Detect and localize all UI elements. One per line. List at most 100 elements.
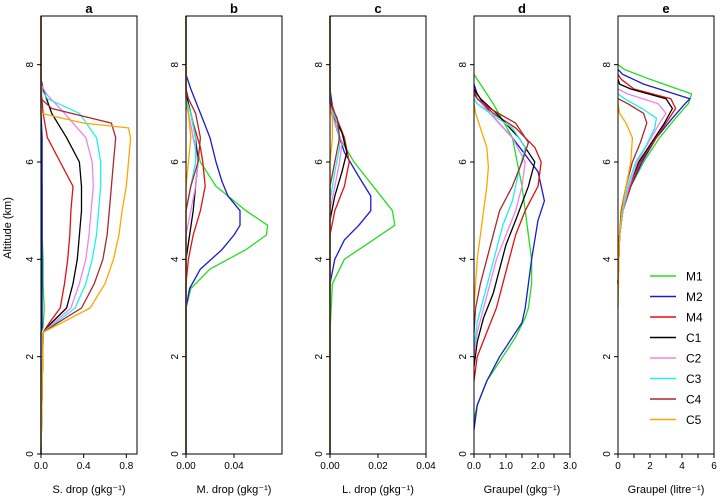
series-line-M2 (329, 16, 372, 454)
y-tick-label: 2 (458, 353, 469, 359)
panel-title: e (662, 1, 669, 16)
series-line-M4 (329, 16, 350, 454)
series-line-M1 (185, 16, 269, 454)
x-tick-label: 3.0 (563, 461, 577, 472)
y-tick-label: 2 (170, 353, 181, 359)
x-axis-label: Graupel (litre⁻¹) (628, 484, 705, 496)
y-tick-label: 6 (314, 159, 325, 165)
series-line-C3 (617, 93, 658, 284)
y-tick-label: 0 (458, 451, 469, 457)
panel-title: b (230, 1, 238, 16)
legend-item-C3: C3 (650, 372, 702, 386)
legend-item-M2: M2 (650, 290, 703, 304)
series-line-C3 (329, 16, 341, 454)
y-tick-label: 4 (314, 256, 325, 262)
y-tick-label: 0 (314, 451, 325, 457)
series-line-C5 (473, 103, 490, 309)
x-tick-label: 0.0 (467, 461, 481, 472)
x-tick-label: 0.00 (320, 461, 340, 472)
y-tick-label: 4 (602, 256, 613, 262)
y-tick-label: 6 (25, 159, 36, 165)
x-tick-label: 0 (615, 461, 621, 472)
plot-frame (329, 15, 427, 455)
series-line-M1 (473, 74, 533, 421)
x-axis-label: L. drop (gkg⁻¹) (342, 484, 414, 496)
y-tick-label: 4 (170, 256, 181, 262)
series-line-M1 (329, 16, 396, 454)
panel-title: c (374, 1, 381, 16)
panel-d: d 0 2 4 6 8 0.0 1.0 2.0 3.0 Graupel (gkg⁻¹) (458, 1, 577, 496)
series-line-C4 (329, 16, 341, 454)
panel-e: e 0 2 4 6 8 0 2 4 6 Graupel (litre⁻¹) (602, 1, 717, 496)
series-line-M2 (185, 16, 241, 454)
x-axis-label: M. drop (gkg⁻¹) (197, 484, 272, 496)
y-tick-label: 2 (314, 353, 325, 359)
series-line-C1 (473, 88, 536, 367)
series-line-C3 (185, 16, 197, 454)
y-axis-label: Altitude (km) (2, 197, 14, 259)
y-tick-label: 6 (602, 159, 613, 165)
y-tick-label: 8 (314, 61, 325, 67)
legend-label: C2 (686, 352, 702, 366)
plot-frame (473, 15, 571, 455)
legend-item-C4: C4 (650, 393, 702, 407)
legend-item-C5: C5 (650, 413, 702, 427)
legend-label: M1 (686, 270, 703, 284)
series-line-C5 (617, 103, 634, 309)
y-tick-label: 8 (458, 61, 469, 67)
y-tick-label: 0 (25, 451, 36, 457)
legend-item-M1: M1 (650, 270, 703, 284)
plot-frame (40, 15, 138, 455)
x-tick-label: 4 (679, 461, 685, 472)
legend-label: C3 (686, 372, 702, 386)
y-tick-label: 6 (458, 159, 469, 165)
series-line-C5 (40, 16, 132, 455)
series-line-M4 (617, 74, 677, 284)
legend-item-C2: C2 (650, 352, 702, 366)
x-tick-label: 0.02 (368, 461, 388, 472)
series-line-M2 (40, 16, 43, 454)
x-tick-label: 1.0 (499, 461, 513, 472)
x-axis-label: S. drop (gkg⁻¹) (52, 484, 125, 496)
legend-label: M2 (686, 290, 703, 304)
x-tick-label: 0.0 (34, 461, 48, 472)
series-line-C1 (40, 16, 83, 455)
x-tick-label: 0.04 (416, 461, 436, 472)
panel-c: c 0 2 4 6 8 0.00 0.02 0.04 L. drop (gkg⁻¹) (314, 1, 436, 496)
series-line-C4 (40, 16, 117, 455)
x-tick-label: 2 (647, 461, 653, 472)
y-tick-label: 8 (602, 61, 613, 67)
panel-b: b 0 2 4 6 8 0.00 0.04 M. drop (gkg⁻¹) (170, 1, 283, 496)
series-line-C2 (40, 16, 94, 455)
panel-title: a (85, 1, 93, 16)
y-tick-label: 0 (602, 451, 613, 457)
y-tick-label: 2 (602, 353, 613, 359)
series-line-C4 (473, 93, 530, 333)
y-tick-label: 4 (458, 256, 469, 262)
series-line-M4 (40, 16, 74, 455)
y-tick-label: 4 (25, 256, 36, 262)
legend-label: C1 (686, 331, 702, 345)
legend-item-M4: M4 (650, 311, 703, 325)
x-tick-label: 0.00 (176, 461, 196, 472)
x-tick-label: 0.04 (224, 461, 244, 472)
series-line-C4 (185, 16, 202, 454)
x-tick-label: 0.8 (119, 461, 133, 472)
x-axis-label: Graupel (gkg⁻¹) (484, 484, 561, 496)
panel-title: d (518, 1, 526, 16)
y-tick-label: 2 (25, 353, 36, 359)
series-line-C3 (473, 98, 526, 347)
x-tick-label: 0.4 (77, 461, 91, 472)
legend-label: M4 (686, 311, 703, 325)
y-tick-label: 0 (170, 451, 181, 457)
series-line-C2 (617, 88, 667, 284)
legend: M1 M2 M4 C1 C2 C3 C4 C5 (650, 270, 703, 427)
legend-label: C4 (686, 393, 702, 407)
x-tick-label: 6 (711, 461, 717, 472)
y-tick-label: 6 (170, 159, 181, 165)
legend-item-C1: C1 (650, 331, 702, 345)
series-line-C2 (329, 16, 343, 454)
series-line-C4 (617, 98, 648, 284)
